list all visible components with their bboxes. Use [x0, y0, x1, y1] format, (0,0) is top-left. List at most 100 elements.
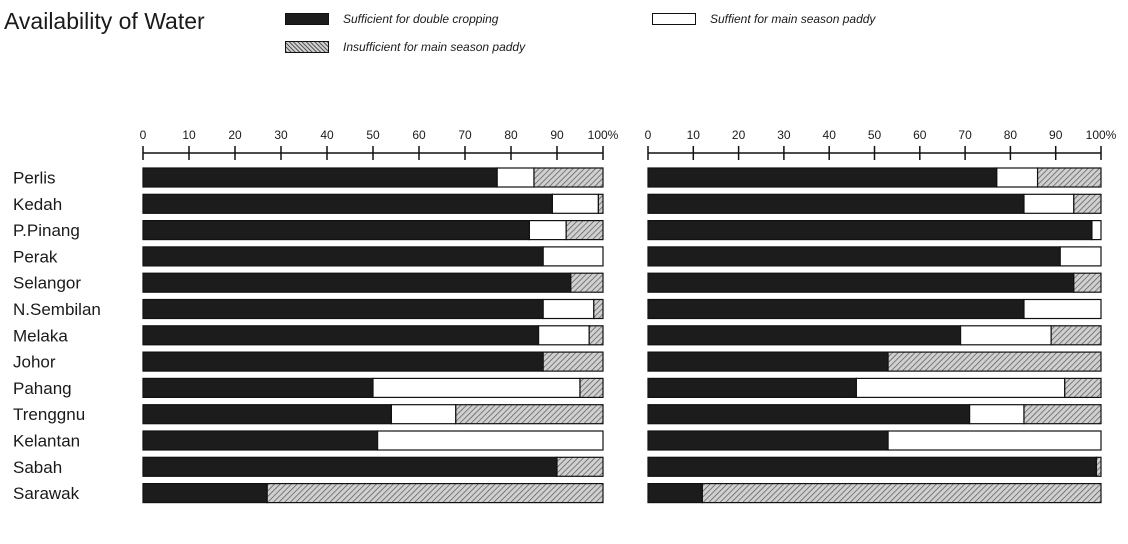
bar-segment-ppinang-s2 — [565, 220, 604, 241]
legend-item-insufficient-main-season: Insufficient for main season paddy — [285, 40, 525, 54]
bar-segment-perlis-s2 — [533, 167, 604, 188]
x-tick-label: 70 — [458, 128, 472, 142]
row-label-perak: Perak — [13, 247, 58, 266]
bar-segment-melaka-s0 — [647, 325, 962, 346]
x-tick-label: 90 — [550, 128, 564, 142]
bar-segment-kelantan-s1 — [377, 430, 604, 451]
bar-segment-johor-s2 — [542, 351, 604, 372]
row-label-sabah: Sabah — [13, 458, 62, 477]
x-tick-label: 100% — [1086, 128, 1117, 142]
x-tick-label: 70 — [958, 128, 972, 142]
x-tick-label: 30 — [777, 128, 791, 142]
row-label-kelantan: Kelantan — [13, 432, 80, 451]
bar-segment-kedah-s1 — [1023, 193, 1075, 214]
bar-segment-perlis-s1 — [996, 167, 1039, 188]
bar-segment-sarawak-s0 — [142, 483, 268, 504]
bar-segment-sabah-s2 — [1095, 456, 1102, 477]
x-tick-label: 0 — [645, 128, 652, 142]
bar-segment-ppinang-s0 — [142, 220, 530, 241]
bar-segment-pahang-s0 — [647, 377, 857, 398]
bar-segment-selangor-s2 — [1073, 272, 1102, 293]
bar-segment-kedah-s0 — [647, 193, 1025, 214]
x-tick-label: 20 — [228, 128, 242, 142]
bar-segment-kelantan-s0 — [647, 430, 889, 451]
x-tick-label: 50 — [868, 128, 882, 142]
bar-segment-melaka-s2 — [1050, 325, 1102, 346]
bar-segment-perlis-s1 — [496, 167, 535, 188]
bar-segment-nsembilan-s1 — [542, 298, 595, 320]
x-tick-label: 90 — [1049, 128, 1063, 142]
x-tick-label: 60 — [913, 128, 927, 142]
x-tick-label: 60 — [412, 128, 426, 142]
row-label-selangor: Selangor — [13, 274, 81, 293]
chart-panel-right: 0 10 20 30 40 50 60 70 80 90 100% — [645, 128, 1117, 504]
bar-segment-sabah-s0 — [647, 456, 1098, 477]
bar-segment-perak-s0 — [142, 246, 544, 267]
bar-segment-nsembilan-s1 — [1023, 298, 1102, 320]
bar-segment-johor-s0 — [142, 351, 544, 372]
bar-segment-sarawak-s2 — [266, 483, 604, 504]
bar-segment-perak-s0 — [647, 246, 1061, 267]
bar-segment-nsembilan-s0 — [647, 298, 1025, 320]
bar-segment-ppinang-s0 — [647, 220, 1093, 241]
x-tick-label: 40 — [320, 128, 334, 142]
bar-segment-sabah-s0 — [142, 456, 558, 477]
x-tick-label: 100% — [588, 128, 619, 142]
legend-label: Suffient for main season paddy — [710, 12, 876, 26]
legend-swatch-hatch — [285, 41, 329, 53]
x-tick-label: 20 — [732, 128, 746, 142]
bar-segment-perlis-s0 — [647, 167, 998, 188]
x-tick-label: 50 — [366, 128, 380, 142]
bar-segment-perak-s1 — [542, 246, 604, 267]
bar-segment-melaka-s2 — [588, 325, 604, 346]
bar-segment-melaka-s1 — [959, 325, 1052, 346]
bar-segment-sarawak-s2 — [701, 483, 1102, 504]
bar-segment-perlis-s0 — [142, 167, 498, 188]
row-label-nsembilan: N.Sembilan — [13, 300, 101, 319]
row-label-ppinang: P.Pinang — [13, 221, 80, 240]
row-label-kedah: Kedah — [13, 195, 62, 214]
bar-segment-sabah-s2 — [556, 456, 604, 477]
x-tick-label: 10 — [182, 128, 196, 142]
legend-item-sufficient-main-season: Suffient for main season paddy — [652, 12, 875, 26]
x-tick-label: 10 — [687, 128, 701, 142]
bar-segment-kedah-s1 — [551, 193, 600, 214]
row-label-trenggnu: Trenggnu — [13, 405, 85, 424]
bar-segment-selangor-s0 — [647, 272, 1075, 293]
bar-segment-trenggnu-s0 — [142, 404, 392, 425]
row-label-sarawak: Sarawak — [13, 484, 80, 503]
legend-swatch-dark — [285, 13, 329, 25]
bar-segment-selangor-s0 — [142, 272, 572, 293]
bar-segment-melaka-s0 — [142, 325, 540, 346]
row-label-perlis: Perlis — [13, 169, 56, 188]
x-tick-label: 80 — [504, 128, 518, 142]
bar-segment-pahang-s1 — [372, 377, 581, 398]
legend-swatch-white — [652, 13, 696, 25]
bar-segment-pahang-s2 — [579, 377, 604, 398]
bar-segment-ppinang-s1 — [528, 220, 567, 241]
bar-segment-trenggnu-s2 — [455, 404, 604, 425]
bar-segment-nsembilan-s0 — [142, 298, 544, 320]
legend-label: Insufficient for main season paddy — [343, 40, 526, 54]
bar-segment-kedah-s2 — [597, 193, 604, 214]
bar-segment-trenggnu-s0 — [647, 404, 971, 425]
bar-segment-pahang-s2 — [1064, 377, 1102, 398]
legend-label: Sufficient for double cropping — [343, 12, 499, 26]
bar-segment-pahang-s1 — [855, 377, 1066, 398]
bar-segment-melaka-s1 — [537, 325, 590, 346]
bar-segment-perak-s1 — [1059, 246, 1102, 267]
bar-segment-johor-s0 — [647, 351, 889, 372]
bar-segment-sarawak-s0 — [647, 483, 703, 504]
row-label-johor: Johor — [13, 353, 56, 372]
bar-segment-perlis-s2 — [1036, 167, 1102, 188]
x-tick-label: 30 — [274, 128, 288, 142]
x-tick-label: 40 — [823, 128, 837, 142]
bar-segment-trenggnu-s1 — [969, 404, 1025, 425]
bar-segment-selangor-s2 — [570, 272, 604, 293]
legend-item-double-cropping: Sufficient for double cropping — [285, 12, 498, 26]
x-tick-label: 0 — [140, 128, 147, 142]
bar-segment-kelantan-s1 — [887, 430, 1102, 451]
bar-segment-kelantan-s0 — [142, 430, 379, 451]
bar-segment-kedah-s0 — [142, 193, 553, 214]
